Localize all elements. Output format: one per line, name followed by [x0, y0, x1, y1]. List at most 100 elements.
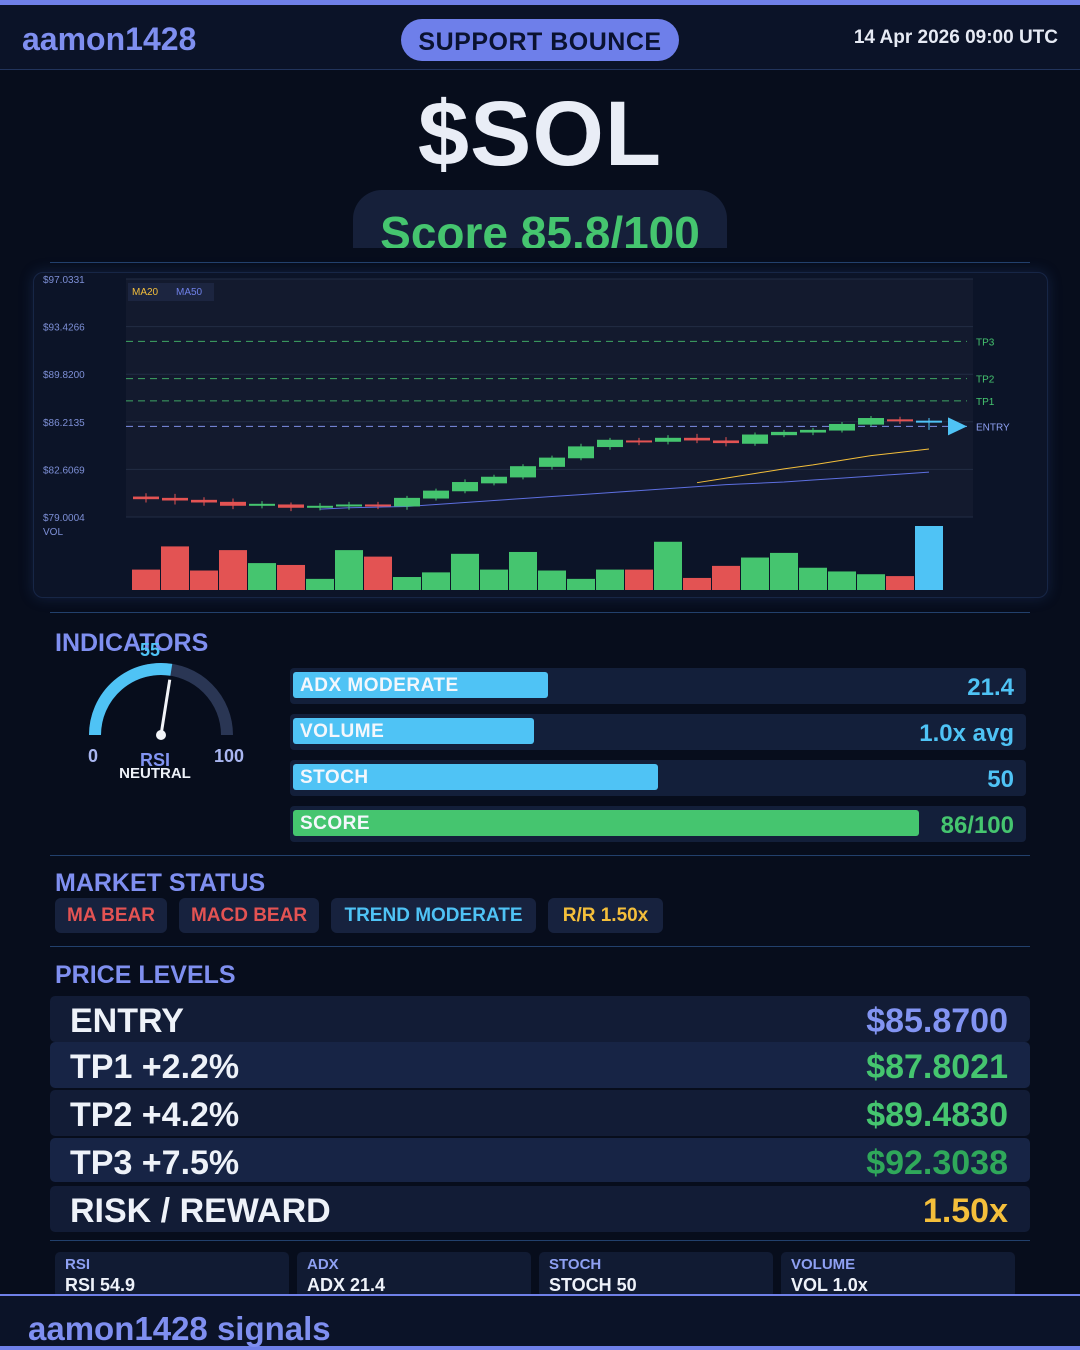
divider — [50, 946, 1030, 947]
stat-value: STOCH 50 — [549, 1275, 637, 1295]
level-name: TP2 +4.2% — [70, 1096, 240, 1134]
indicator-bar-adx: ADX MODERATE 21.4 — [290, 668, 1026, 704]
stat-value: VOL 1.0x — [791, 1275, 868, 1295]
bar-value: 50 — [987, 766, 1014, 793]
candle-body — [800, 429, 826, 433]
volume-bar — [915, 526, 943, 590]
level-value: $87.8021 — [866, 1048, 1008, 1086]
status-chip-trend: TREND MODERATE — [331, 898, 536, 933]
level-label: TP1 — [976, 397, 995, 408]
top-bar: aamon1428 SUPPORT BOUNCE 14 Apr 2026 09:… — [0, 0, 1080, 70]
bar-fill — [293, 764, 658, 790]
legend-ma50: MA50 — [176, 287, 203, 298]
stat-key: RSI — [65, 1256, 91, 1273]
indicator-bar-stoch: STOCH 50 — [290, 760, 1026, 796]
volume-bar — [509, 551, 537, 590]
price-chart: $97.0331 $93.4266 $89.8200 $86.2135 $82.6069… — [33, 272, 1048, 598]
price-level-entry: ENTRY $85.8700 — [50, 996, 1030, 1042]
volume-bar — [219, 550, 247, 590]
level-name: RISK / REWARD — [70, 1192, 331, 1230]
ticker-symbol: $SOL — [417, 83, 663, 185]
candle-body — [336, 504, 362, 507]
rsi-gauge-max: 100 — [214, 746, 245, 766]
legend-ma20: MA20 — [132, 287, 159, 298]
volume-bar — [683, 577, 711, 590]
level-name: ENTRY — [70, 1002, 184, 1040]
signal-datetime: 14 Apr 2026 09:00 UTC — [853, 27, 1058, 48]
price-levels-title: PRICE LEVELS — [55, 961, 236, 989]
stat-key: STOCH — [549, 1256, 602, 1273]
candle-body — [916, 420, 942, 423]
footer-bar: aamon1428 signals — [0, 1294, 1080, 1350]
volume-bar — [538, 570, 566, 590]
price-level-tp3: TP3 +7.5% $92.3038 — [50, 1138, 1030, 1182]
bar-fill — [293, 810, 919, 836]
bar-fill — [293, 718, 534, 744]
candle-body — [249, 503, 275, 506]
y-tick-label: $79.0004 — [43, 513, 85, 524]
volume-bar — [306, 578, 334, 590]
volume-bar — [277, 564, 305, 590]
level-label: TP3 — [976, 337, 995, 348]
stat-card-rsi: RSI RSI 54.9 — [55, 1252, 289, 1298]
volume-bar — [741, 557, 769, 590]
level-label: TP2 — [976, 375, 995, 386]
status-chip-macd: MACD BEAR — [179, 898, 319, 933]
stat-card-volume: VOLUME VOL 1.0x — [781, 1252, 1015, 1298]
candle-body — [713, 440, 739, 444]
bar-label: SCORE — [300, 813, 371, 834]
rsi-gauge-value: 55 — [140, 640, 161, 660]
bar-value: 86/100 — [940, 812, 1014, 839]
candle-body — [162, 497, 188, 501]
volume-bar — [335, 550, 363, 590]
risk-reward-row: RISK / REWARD 1.50x — [50, 1186, 1030, 1232]
y-tick-label: $82.6069 — [43, 465, 85, 476]
plot-area — [126, 279, 973, 517]
bar-value: 21.4 — [967, 674, 1014, 701]
candle-body — [394, 497, 420, 507]
entry-arrow — [948, 417, 967, 436]
divider — [50, 612, 1030, 613]
volume-bar — [625, 569, 653, 590]
candle-body — [191, 499, 217, 503]
candle-body — [365, 504, 391, 507]
candle-body — [684, 437, 710, 441]
rsi-gauge-svg — [89, 663, 233, 740]
bar-label: STOCH — [300, 767, 369, 788]
volume-bar — [132, 569, 160, 590]
candle-body — [597, 439, 623, 448]
indicator-bar-volume: VOLUME 1.0x avg — [290, 714, 1026, 750]
bar-label: ADX MODERATE — [300, 675, 459, 696]
volume-bar — [654, 541, 682, 590]
candle-body — [742, 434, 768, 444]
candle-body — [887, 419, 913, 422]
level-name: TP1 +2.2% — [70, 1048, 240, 1086]
candle-body — [452, 482, 478, 492]
volume-bar — [480, 569, 508, 590]
ma50-line — [319, 471, 930, 510]
candle-body — [220, 501, 246, 506]
status-chip-rr: R/R 1.50x — [548, 898, 663, 933]
stat-card-stoch: STOCH STOCH 50 — [539, 1252, 773, 1298]
rsi-gauge-state: NEUTRAL — [119, 765, 191, 782]
stat-key: VOLUME — [791, 1256, 856, 1273]
volume-bar — [857, 574, 885, 590]
candle-body — [568, 446, 594, 459]
candle-body — [133, 496, 159, 500]
candle-body — [858, 418, 884, 425]
stat-card-adx: ADX ADX 21.4 — [297, 1252, 531, 1298]
divider — [50, 855, 1030, 856]
rsi-gauge-fill — [89, 663, 173, 736]
divider — [50, 1240, 1030, 1241]
volume-bar — [364, 556, 392, 590]
ma20-line — [696, 448, 930, 484]
volume-bar — [393, 577, 421, 590]
price-level-tp2: TP2 +4.2% $89.4830 — [50, 1090, 1030, 1136]
volume-bar — [567, 578, 595, 590]
candle-body — [278, 504, 304, 508]
indicator-bar-score: SCORE 86/100 — [290, 806, 1026, 842]
rsi-gauge-min: 0 — [88, 746, 99, 766]
stat-value: RSI 54.9 — [65, 1275, 136, 1295]
footer-text: aamon1428 signals — [28, 1310, 331, 1347]
volume-bar — [190, 570, 218, 590]
